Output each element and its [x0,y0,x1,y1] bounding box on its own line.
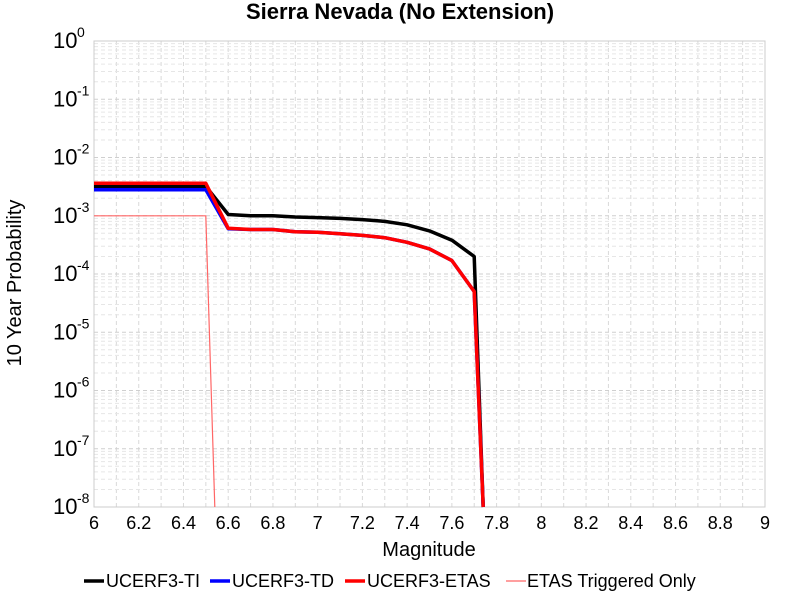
x-tick-label: 9 [760,513,770,533]
x-tick-label: 6.2 [126,513,151,533]
series-lines [94,181,485,508]
grid [93,41,766,508]
y-tick-exponent: -1 [77,82,90,98]
x-tick-labels: 6 6.2 6.4 6.6 6.8 7 7.2 7.4 7.6 7.8 8 8.2 8.4 8.6 8.8 9 [89,513,770,533]
legend-label: UCERF3-ETAS [367,571,491,591]
x-tick-label: 8.2 [574,513,599,533]
y-tick-exponent: -2 [77,141,90,157]
x-tick-label: 8.6 [663,513,688,533]
y-tick-exponent: -6 [77,374,90,390]
y-tick-label: 10 -2 [53,141,90,170]
y-tick-base: 10 [53,494,77,519]
x-tick-label: 6.4 [171,513,196,533]
x-tick-label: 7 [313,513,323,533]
legend-label: ETAS Triggered Only [527,571,696,591]
x-tick-label: 7.6 [439,513,464,533]
y-tick-exponent: 0 [77,24,85,40]
plot-border [93,40,766,508]
y-tick-label: 10 0 [53,24,85,53]
y-tick-base: 10 [53,261,77,286]
x-tick-label: 8.8 [708,513,733,533]
y-tick-base: 10 [53,203,77,228]
y-tick-base: 10 [53,378,77,403]
legend-label: UCERF3-TD [232,571,334,591]
y-tick-base: 10 [53,319,77,344]
y-tick-label: 10 -1 [53,82,90,111]
x-tick-label: 7.4 [395,513,420,533]
x-tick-label: 7.2 [350,513,375,533]
chart-title: Sierra Nevada (No Extension) [246,0,554,24]
y-tick-base: 10 [53,86,77,111]
series-line-ucerf3-ti [94,184,485,508]
y-tick-exponent: -8 [77,490,90,506]
y-tick-label: 10 -7 [53,432,90,461]
x-tick-label: 8 [536,513,546,533]
x-tick-label: 6.6 [216,513,241,533]
y-axis-label: 10 Year Probability [4,200,26,367]
legend: UCERF3-TI UCERF3-TD UCERF3-ETAS ETAS Trigge… [84,571,696,591]
y-tick-exponent: -4 [77,257,90,273]
y-tick-base: 10 [53,145,77,170]
x-tick-label: 8.4 [618,513,643,533]
legend-label: UCERF3-TI [106,571,200,591]
y-tick-exponent: -5 [77,315,90,331]
y-tick-exponent: -3 [77,199,90,215]
x-tick-label: 7.8 [484,513,509,533]
series-line-etas-triggered-only [94,215,216,508]
y-tick-label: 10 -4 [53,257,90,286]
y-tick-exponent: -7 [77,432,90,448]
x-tick-label: 6 [89,513,99,533]
y-tick-label: 10 -8 [53,490,90,519]
x-tick-label: 6.8 [260,513,285,533]
series-line-ucerf3-etas [94,181,485,508]
x-axis-label: Magnitude [382,539,475,561]
y-tick-label: 10 -5 [53,315,90,344]
y-tick-base: 10 [53,436,77,461]
y-tick-label: 10 -3 [53,199,90,228]
series-line-ucerf3-td [94,187,485,508]
y-tick-base: 10 [53,28,77,53]
y-tick-label: 10 -6 [53,374,90,403]
